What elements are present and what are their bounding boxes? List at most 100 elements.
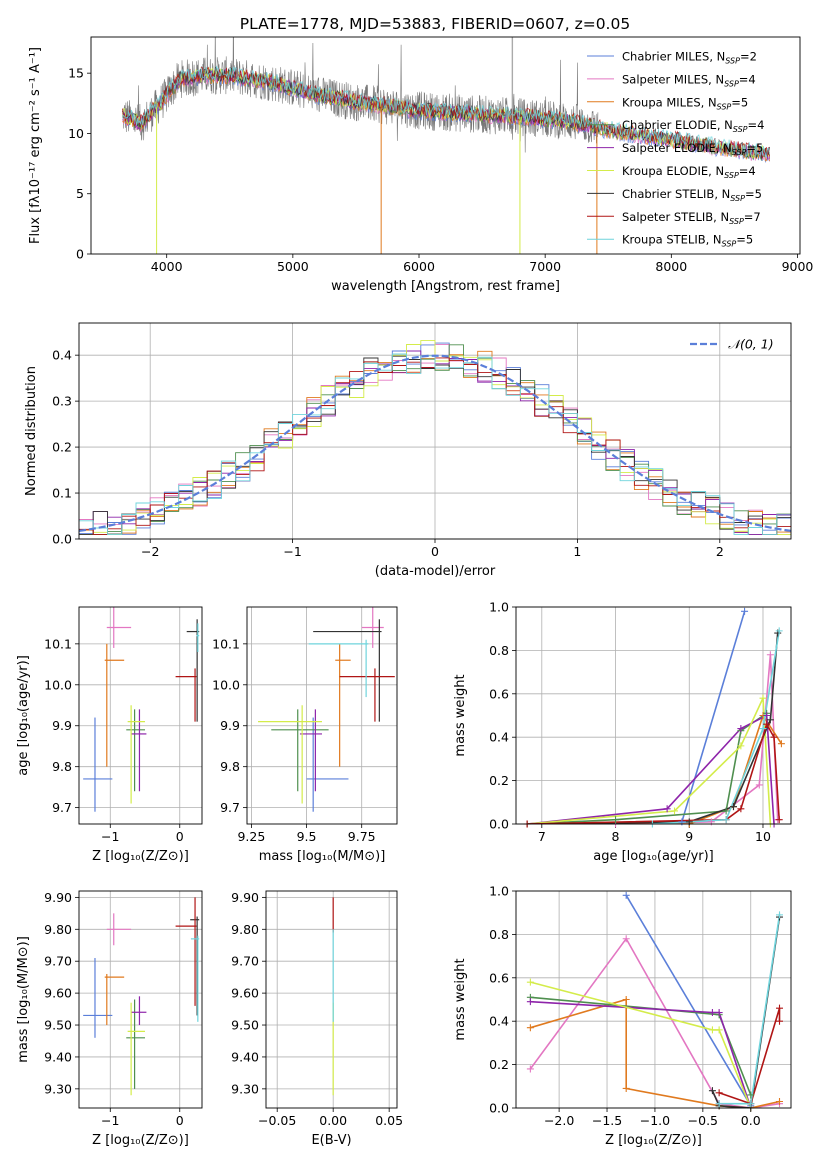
weight-marker <box>747 1091 755 1099</box>
mass_age-ytick-label: 9.7 <box>220 800 240 815</box>
spectrum-ytick-label: 15 <box>68 66 84 81</box>
spectrum-xtick-label: 4000 <box>151 259 183 274</box>
residuals-ytick-label: 0.3 <box>52 394 72 409</box>
weight-marker <box>776 1004 784 1012</box>
weight-marker <box>526 998 534 1006</box>
z_weight-ytick-label: 0.2 <box>489 1057 509 1072</box>
weight-line <box>625 894 752 1107</box>
figure-title: PLATE=1778, MJD=53883, FIBERID=0607, z=0… <box>240 15 630 33</box>
weight-marker <box>737 742 745 750</box>
age_weight-xtick-label: 7 <box>538 829 546 844</box>
weight-marker <box>722 816 730 824</box>
weight-marker <box>759 725 767 733</box>
mass_age-ytick-label: 9.9 <box>220 718 240 733</box>
mass_age-plot-area <box>258 607 395 812</box>
age_weight-ytick-label: 0.6 <box>489 686 509 701</box>
legend-label: 𝒩(0, 1) <box>728 337 774 352</box>
weight-marker <box>766 651 774 659</box>
gaussian-curve <box>79 354 791 532</box>
weight-marker <box>622 891 630 899</box>
mass_age-ytick-label: 10.0 <box>212 677 240 692</box>
z_age-ytick-label: 10.0 <box>44 677 72 692</box>
ebv_mass-ytick-label: 9.90 <box>231 890 259 905</box>
age_weight-xlabel: age [log₁₀(age/yr)] <box>593 849 714 864</box>
chart-layer: 4000 5000 6000 7000 8000 9000051015wavelength… <box>16 36 814 1148</box>
residual-legend: 𝒩(0, 1) <box>690 337 774 352</box>
weight-marker <box>722 807 730 815</box>
z_age-plot-area <box>83 607 200 812</box>
spectrum-model-line <box>122 67 770 159</box>
age_weight-ytick-label: 0.4 <box>489 730 509 745</box>
ebv_mass-ytick-label: 9.70 <box>231 954 259 969</box>
weight-marker <box>715 1026 723 1034</box>
z_mass-frame <box>78 890 203 1109</box>
z_mass-ytick-label: 9.40 <box>44 1049 72 1064</box>
z_mass-ytick-label: 9.60 <box>44 986 72 1001</box>
z_weight-ytick-label: 0.0 <box>489 1101 509 1116</box>
mass_age-xtick-label: 9.5 <box>297 829 317 844</box>
legend-label: Chabrier MILES, NSSP=2 <box>622 50 757 66</box>
spectrum-xlabel: wavelength [Angstrom, rest frame] <box>331 279 560 294</box>
weight-marker <box>671 807 679 815</box>
weight-marker <box>763 712 771 719</box>
ebv_mass-xtick-label: 0.00 <box>319 1113 347 1128</box>
age_weight-xtick-label: 8 <box>612 829 620 844</box>
z_weight-xlabel: Z [log₁₀(Z/Z⊙)] <box>605 1133 702 1148</box>
z_weight-ytick-label: 1.0 <box>489 884 509 899</box>
residuals-frame <box>78 322 792 540</box>
mass_age-frame <box>246 606 398 825</box>
weight-marker <box>776 1017 784 1025</box>
residuals-xtick-label: −1 <box>283 544 301 559</box>
legend-label: Salpeter ELODIE, NSSP=5 <box>622 141 763 157</box>
age_weight-frame <box>515 606 792 825</box>
z_mass-xlabel: Z [log₁₀(Z/Z⊙)] <box>92 1133 189 1148</box>
z_mass-ytick-label: 9.50 <box>44 1018 72 1033</box>
legend-label: Kroupa STELIB, NSSP=5 <box>622 233 753 249</box>
residuals-ytick-label: 0.1 <box>52 486 72 501</box>
residuals-ytick-label: 0.0 <box>52 532 72 547</box>
weight-marker <box>737 725 745 733</box>
weight-marker <box>775 816 783 824</box>
age_weight-ytick-label: 0.0 <box>489 817 509 832</box>
z_weight-ytick-label: 0.6 <box>489 970 509 985</box>
weight-line <box>681 611 746 823</box>
weight-marker <box>622 1084 630 1092</box>
spectrum-ytick-label: 0 <box>76 247 84 262</box>
z_age-ytick-label: 9.7 <box>52 800 72 815</box>
z_weight-xtick-label: −2.0 <box>544 1113 574 1128</box>
z_mass-panel: −1 0 9.30 9.40 9.50 9.60 9.70 9.80 9.90 Z [log₁₀(… <box>16 890 203 1148</box>
legend-label: Salpeter MILES, NSSP=4 <box>622 72 756 88</box>
ebv_mass-ytick-label: 9.80 <box>231 922 259 937</box>
weight-marker <box>526 1024 534 1032</box>
weight-marker <box>776 911 784 919</box>
age_weight-xtick-label: 10 <box>755 829 771 844</box>
weight-marker <box>755 781 763 789</box>
legend-label: Chabrier STELIB, NSSP=5 <box>622 187 762 203</box>
age_weight-xtick-label: 9 <box>685 829 693 844</box>
weight-marker <box>622 935 630 943</box>
spectrum-xtick-label: 6000 <box>403 259 435 274</box>
weight-marker <box>763 720 771 728</box>
weight-marker <box>715 1100 723 1108</box>
residuals-ytick-label: 0.2 <box>52 440 72 455</box>
mass_age-xtick-label: 9.25 <box>237 829 265 844</box>
z_mass-ylabel: mass [log₁₀(M/M⊙)] <box>16 936 31 1063</box>
spectrum-xtick-label: 5000 <box>277 259 309 274</box>
age_weight-ytick-label: 1.0 <box>489 600 509 615</box>
weight-marker <box>775 627 783 635</box>
z_age-xtick-label: 0 <box>176 829 184 844</box>
residual-histogram <box>79 340 791 535</box>
z_age-xtick-label: −1 <box>101 829 119 844</box>
spectrum-legend: Chabrier MILES, NSSP=2 Salpeter MILES, NS… <box>587 50 764 249</box>
residual-histogram <box>79 353 791 535</box>
weight-marker <box>708 1026 716 1034</box>
z_mass-ytick-label: 9.80 <box>44 922 72 937</box>
z_age-ylabel: age [log₁₀(age/yr)] <box>16 655 31 776</box>
mass_age-ytick-label: 9.8 <box>220 759 240 774</box>
weight-marker <box>759 694 767 702</box>
mass_age-panel: 9.25 9.5 9.75 9.7 9.8 9.9 10.0 10.1 mass [log₁₀(… <box>212 606 398 864</box>
spectrum-xtick-label: 9000 <box>782 259 814 274</box>
spectrum-ytick-label: 10 <box>68 126 84 141</box>
mass_age-xlabel: mass [log₁₀(M/M⊙)] <box>259 849 386 864</box>
age_weight-panel: 7 8 9 10 0.0 0.2 0.4 0.6 0.8 1.0 age [log₁₀(age/yr… <box>453 600 792 864</box>
